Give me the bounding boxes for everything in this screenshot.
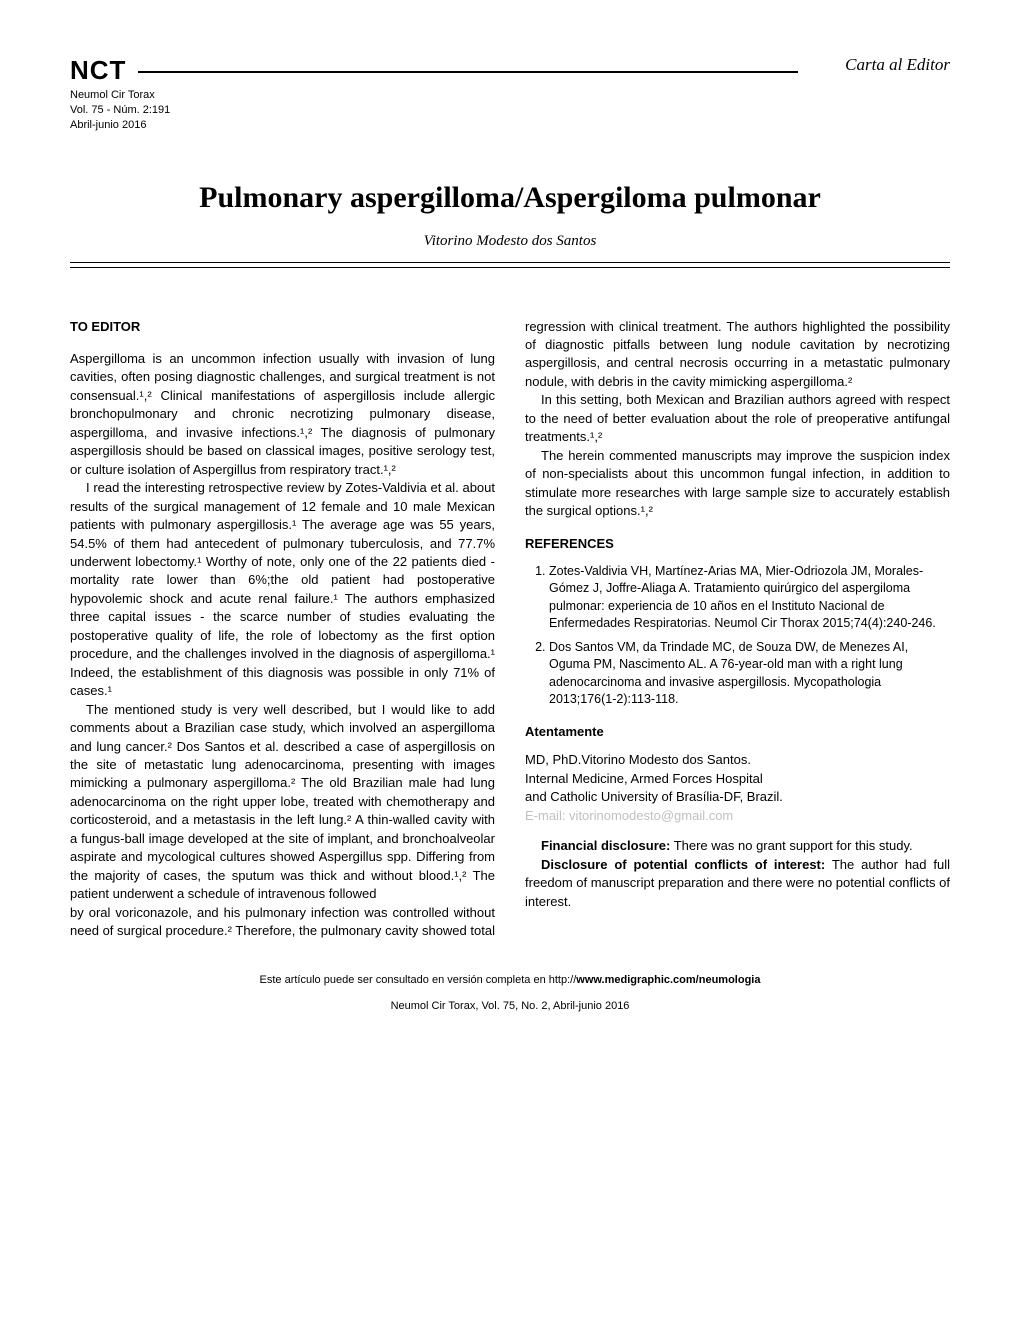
journal-block: NCT Neumol Cir Torax Vol. 75 - Núm. 2:19…: [70, 55, 798, 133]
paragraph-6: The herein commented manuscripts may imp…: [525, 447, 950, 521]
sig-line-4: E-mail: vitorinomodesto@gmail.com: [525, 807, 950, 825]
reference-item: Zotes-Valdivia VH, Martínez-Arias MA, Mi…: [549, 563, 950, 633]
article-body: TO EDITOR Aspergilloma is an uncommon in…: [70, 318, 950, 941]
footer-cite-prefix: Este artículo puede ser consultado en ve…: [260, 974, 577, 986]
footer-journal-line: Neumol Cir Torax, Vol. 75, No. 2, Abril-…: [70, 1000, 950, 1012]
sig-line-1: MD, PhD.Vitorino Modesto dos Santos.: [525, 751, 950, 769]
sig-line-2: Internal Medicine, Armed Forces Hospital: [525, 770, 950, 788]
title-rule-bottom: [70, 267, 950, 268]
journal-volume: Vol. 75 - Núm. 2:191: [70, 103, 798, 118]
reference-item: Dos Santos VM, da Trindade MC, de Souza …: [549, 639, 950, 709]
nct-label: NCT: [70, 55, 126, 86]
page-header: NCT Neumol Cir Torax Vol. 75 - Núm. 2:19…: [70, 55, 950, 133]
paragraph-3: The mentioned study is very well describ…: [70, 701, 495, 904]
financial-text: There was no grant support for this stud…: [670, 838, 912, 853]
sig-line-3: and Catholic University of Brasília-DF, …: [525, 788, 950, 806]
journal-meta: Neumol Cir Torax Vol. 75 - Núm. 2:191 Ab…: [70, 88, 798, 133]
references-list: Zotes-Valdivia VH, Martínez-Arias MA, Mi…: [525, 563, 950, 709]
to-editor-heading: TO EDITOR: [70, 318, 495, 336]
financial-disclosure: Financial disclosure: There was no grant…: [525, 837, 950, 911]
section-label: Carta al Editor: [845, 55, 950, 75]
paragraph-2: I read the interesting retrospective rev…: [70, 479, 495, 700]
title-rule-top: [70, 262, 950, 263]
paragraph-1: Aspergilloma is an uncommon infection us…: [70, 350, 495, 479]
footer-citation: Este artículo puede ser consultado en ve…: [70, 974, 950, 986]
signature-heading: Atentamente: [525, 723, 950, 741]
paragraph-5: In this setting, both Mexican and Brazil…: [525, 391, 950, 446]
article-author: Vitorino Modesto dos Santos: [70, 233, 950, 250]
header-rule: [138, 71, 798, 73]
journal-name: Neumol Cir Torax: [70, 88, 798, 103]
signature-block: MD, PhD.Vitorino Modesto dos Santos. Int…: [525, 751, 950, 825]
footer-cite-url: www.medigraphic.com/neumologia: [576, 974, 760, 986]
references-heading: REFERENCES: [525, 535, 950, 553]
financial-lead: Financial disclosure:: [541, 838, 670, 853]
conflict-lead: Disclosure of potential conflicts of int…: [541, 857, 825, 872]
article-title: Pulmonary aspergilloma/Aspergiloma pulmo…: [70, 181, 950, 215]
journal-date: Abril-junio 2016: [70, 118, 798, 133]
